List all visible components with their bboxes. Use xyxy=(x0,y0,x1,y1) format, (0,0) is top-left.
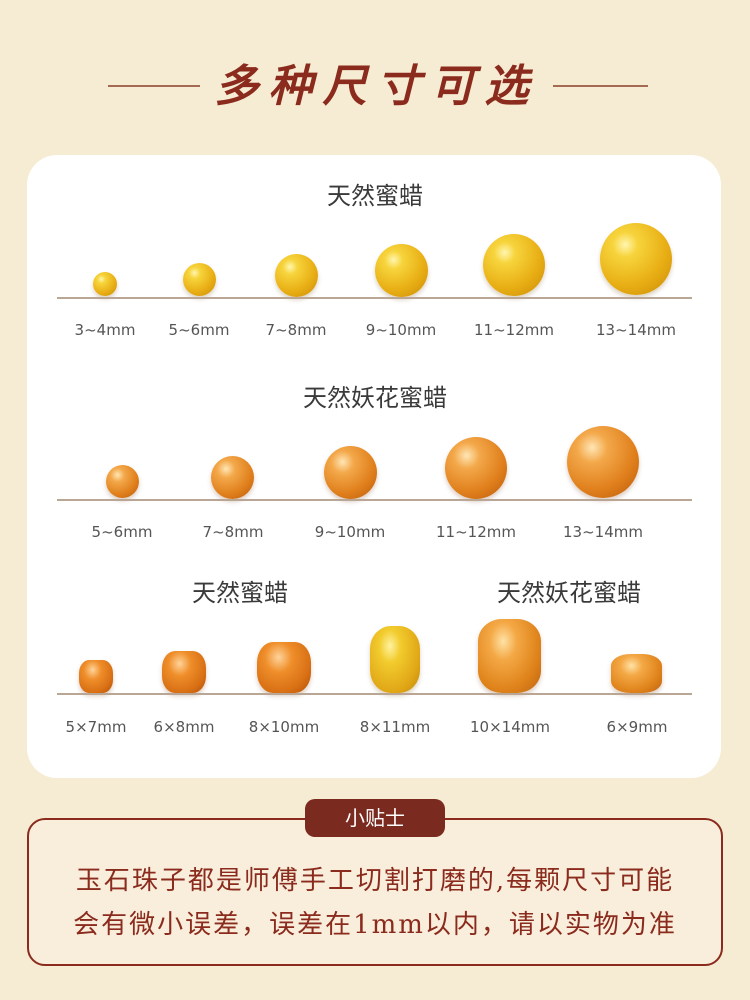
bead-5-6mm xyxy=(183,263,216,296)
size-label: 5×7mm xyxy=(65,718,127,736)
barrel-bead-8x11mm xyxy=(370,626,420,693)
tips-badge: 小贴士 xyxy=(305,799,445,837)
size-label: 11~12mm xyxy=(436,523,516,541)
bead-9-10mm xyxy=(324,446,377,499)
page-header: 多种尺寸可选 xyxy=(0,52,750,122)
barrel-bead-6x9mm xyxy=(611,654,662,693)
header-divider-left xyxy=(108,85,200,87)
bead-13-14mm xyxy=(567,426,639,498)
section3-title-right: 天然妖花蜜蜡 xyxy=(497,579,641,607)
header-divider-right xyxy=(553,85,648,87)
bead-9-10mm xyxy=(375,244,428,297)
size-label: 5~6mm xyxy=(168,321,230,339)
size-label: 6×8mm xyxy=(153,718,215,736)
bead-7-8mm xyxy=(275,254,318,297)
tips-line-1: 玉石珠子都是师傅手工切割打磨的,每颗尺寸可能 xyxy=(75,866,675,896)
section3-title-left: 天然蜜蜡 xyxy=(192,579,288,607)
size-label: 11~12mm xyxy=(474,321,554,339)
size-label: 3~4mm xyxy=(74,321,136,339)
bead-11-12mm xyxy=(483,234,545,296)
shelf-line-2 xyxy=(57,499,692,501)
bead-7-8mm xyxy=(211,456,254,499)
bead-11-12mm xyxy=(445,437,507,499)
size-label: 8×11mm xyxy=(359,718,431,736)
tips-box: 玉石珠子都是师傅手工切割打磨的,每颗尺寸可能 会有微小误差，误差在1mm以内，请… xyxy=(27,818,723,966)
barrel-bead-6x8mm xyxy=(162,651,206,693)
page-title: 多种尺寸可选 xyxy=(214,61,539,112)
size-label: 9~10mm xyxy=(365,321,437,339)
size-label: 7~8mm xyxy=(265,321,327,339)
barrel-bead-10x14mm xyxy=(478,619,541,693)
section2-title: 天然妖花蜜蜡 xyxy=(303,384,447,412)
size-label: 9~10mm xyxy=(314,523,386,541)
size-label: 6×9mm xyxy=(606,718,668,736)
bead-13-14mm xyxy=(600,223,672,295)
bead-3-4mm xyxy=(93,272,117,296)
barrel-bead-5x7mm xyxy=(79,660,113,693)
section1-title: 天然蜜蜡 xyxy=(327,182,423,210)
bead-5-6mm xyxy=(106,465,139,498)
barrel-bead-8x10mm xyxy=(257,642,311,693)
shelf-line-3 xyxy=(57,693,692,695)
shelf-line-1 xyxy=(57,297,692,299)
size-label: 7~8mm xyxy=(202,523,264,541)
size-label: 8×10mm xyxy=(248,718,320,736)
size-label: 5~6mm xyxy=(91,523,153,541)
tips-line-2: 会有微小误差，误差在1mm以内，请以实物为准 xyxy=(73,910,677,940)
size-label: 13~14mm xyxy=(563,523,643,541)
size-label: 13~14mm xyxy=(596,321,676,339)
size-label: 10×14mm xyxy=(470,718,550,736)
